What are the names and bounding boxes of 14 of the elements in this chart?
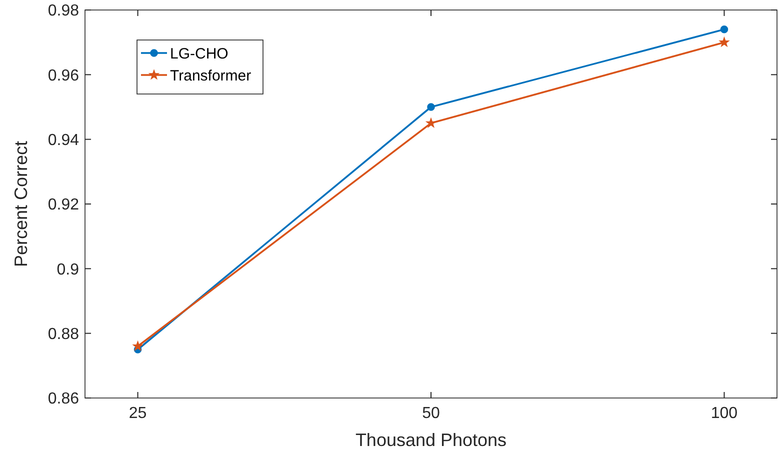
y-tick-label: 0.98 [48, 2, 80, 20]
y-tick-label: 0.86 [48, 390, 80, 408]
y-axis-title: Percent Correct [11, 140, 31, 268]
y-tick-label: 0.96 [48, 67, 80, 84]
x-tick-label: 25 [128, 405, 147, 422]
y-tick-label: 0.94 [48, 132, 80, 149]
y-tick-label: 0.88 [48, 326, 80, 343]
y-tick-label: 0.92 [48, 196, 80, 214]
x-axis-title: Thousand Photons [355, 430, 507, 450]
legend-label: LG-CHO [170, 45, 228, 62]
legend-label: Transformer [170, 67, 252, 84]
x-tick-label: 100 [710, 405, 738, 422]
y-tick-label: 0.9 [56, 261, 80, 278]
x-tick-label: 50 [422, 405, 440, 422]
